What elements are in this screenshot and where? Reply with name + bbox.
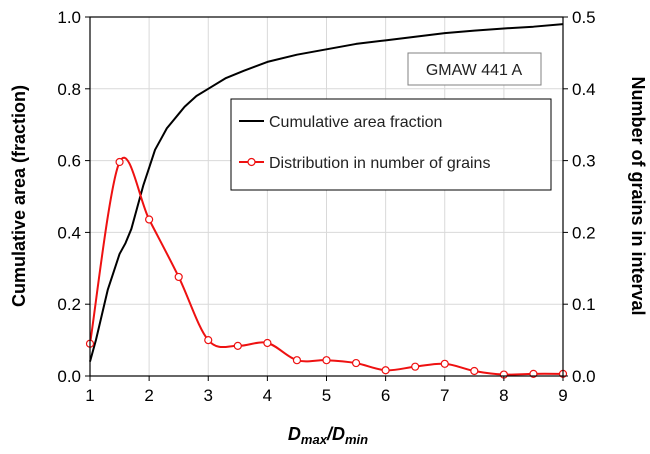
- legend: Cumulative area fraction Distribution in…: [230, 98, 552, 191]
- x-title-sub-max: max: [301, 432, 328, 447]
- x-tick-label: 3: [204, 386, 213, 405]
- annotation-label: GMAW 441 A: [426, 62, 523, 79]
- y-right-tick-label: 0.1: [572, 295, 596, 314]
- y-left-tick-label: 0.8: [57, 80, 81, 99]
- y-right-tick-label: 0.3: [572, 152, 596, 171]
- y-right-tick-label: 0.2: [572, 223, 596, 242]
- data-point-grain-distribution: [470, 366, 479, 376]
- data-point-grain-distribution: [233, 341, 242, 350]
- y-left-tick-label: 0.6: [57, 152, 81, 171]
- x-tick-label: 2: [144, 386, 153, 405]
- y-right-tick-label: 0.5: [572, 8, 596, 27]
- x-tick-label: 7: [440, 386, 449, 405]
- x-tick-label: 8: [499, 386, 508, 405]
- data-point-grain-distribution: [174, 272, 183, 282]
- y-left-tick-label: 1.0: [57, 8, 81, 27]
- y-right-tick-label: 0.0: [572, 367, 596, 386]
- series-line-cumulative-area: [89, 23, 564, 362]
- y-left-axis-title: Cumulative area (fraction): [9, 85, 29, 307]
- x-title-sub-min: min: [345, 432, 368, 447]
- legend-marker-distribution: [247, 157, 256, 167]
- annotation-frame: [407, 52, 542, 86]
- x-tick-label: 4: [263, 386, 272, 405]
- data-point-grain-distribution: [145, 215, 154, 224]
- data-point-grain-distribution: [115, 157, 124, 167]
- legend-label-distribution: Distribution in number of grains: [269, 155, 490, 172]
- data-point-grain-distribution: [263, 338, 272, 348]
- x-tick-label: 5: [322, 386, 331, 405]
- data-point-grain-distribution: [411, 362, 420, 371]
- y-left-tick-label: 0.4: [57, 223, 81, 242]
- y-right-axis-title: Number of grains in interval: [628, 76, 648, 315]
- legend-label-cumulative: Cumulative area fraction: [269, 114, 442, 131]
- y-right-tick-label: 0.4: [572, 80, 596, 99]
- x-tick-label: 6: [381, 386, 390, 405]
- x-tick-label: 1: [85, 386, 94, 405]
- data-point-grain-distribution: [322, 356, 331, 365]
- data-point-grain-distribution: [381, 366, 390, 375]
- legend-frame: [230, 98, 552, 191]
- annotation-box: GMAW 441 A: [407, 52, 542, 86]
- x-axis-title: Dmax/Dmin: [288, 424, 368, 447]
- data-point-grain-distribution: [440, 359, 449, 368]
- x-title-sep: /D: [326, 424, 345, 444]
- data-point-grain-distribution: [292, 356, 302, 365]
- series-layer: [85, 23, 568, 379]
- data-point-grain-distribution: [204, 336, 213, 345]
- x-title-main: D: [288, 424, 301, 444]
- axis-ticks: 1 2 3 4 5 6 7 8 9 0.0 0.2 0.4 0.6 0.8 1.0 0.0 0.1 0.2 0.3 0…: [57, 8, 595, 405]
- y-left-tick-label: 0.2: [57, 295, 81, 314]
- data-point-grain-distribution: [351, 358, 361, 368]
- x-tick-label: 9: [558, 386, 567, 405]
- y-left-tick-label: 0.0: [57, 367, 81, 386]
